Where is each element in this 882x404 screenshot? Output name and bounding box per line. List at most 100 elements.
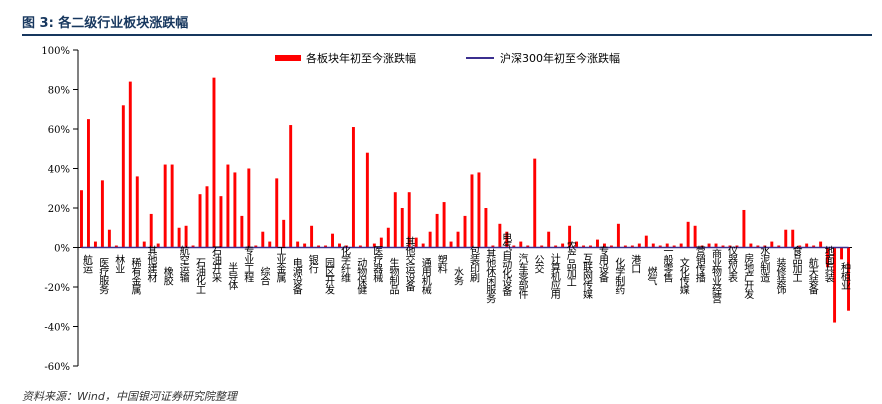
sector-bar bbox=[728, 245, 732, 248]
legend-label-index: 沪深300年初至今涨跌幅 bbox=[500, 51, 620, 65]
category-label: 仪器仪表 bbox=[726, 245, 738, 283]
sector-bar bbox=[798, 245, 802, 248]
figure-title: 图 3: 各二级行业板块涨跌幅 bbox=[22, 16, 189, 31]
category-label: 水泥制造 bbox=[758, 245, 770, 282]
sector-bar bbox=[742, 209, 746, 248]
sector-bar bbox=[128, 81, 132, 248]
legend-label-sector: 各板块年初至今涨跌幅 bbox=[306, 51, 416, 65]
sector-bar bbox=[421, 243, 425, 248]
sector-bar bbox=[603, 243, 606, 248]
category-label: 园区开发 bbox=[322, 257, 334, 295]
sector-bar bbox=[345, 245, 348, 248]
sector-bar bbox=[679, 243, 683, 248]
category-label: 综合 bbox=[258, 265, 270, 286]
sector-bar bbox=[107, 229, 111, 248]
sector-bar bbox=[812, 245, 816, 248]
sector-bar bbox=[100, 180, 104, 248]
sector-bar bbox=[589, 245, 592, 248]
category-label: 其他休闲服务 bbox=[484, 248, 496, 304]
sector-bar bbox=[637, 243, 641, 248]
sector-bar bbox=[449, 241, 453, 248]
category-label: 航空运输 bbox=[177, 244, 189, 283]
category-label: 医疗服务 bbox=[97, 257, 109, 295]
category-label: 公交 bbox=[532, 255, 544, 275]
sector-bar bbox=[477, 172, 481, 248]
sector-bar bbox=[540, 245, 544, 248]
sector-bar bbox=[470, 174, 474, 248]
category-label: 汽车零部件 bbox=[516, 252, 528, 300]
category-label: 化学纤维 bbox=[339, 244, 351, 282]
sector-bar bbox=[149, 213, 153, 248]
sector-bar bbox=[498, 223, 502, 248]
sector-bar bbox=[505, 231, 509, 248]
sector-bar bbox=[658, 245, 662, 248]
category-label: 航天装备 bbox=[806, 256, 818, 295]
sector-bar bbox=[456, 231, 460, 248]
sector-bar bbox=[616, 223, 620, 248]
sector-bar bbox=[142, 241, 146, 248]
y-tick-label: 80% bbox=[48, 86, 70, 97]
category-label: 营销传播 bbox=[693, 244, 705, 283]
category-label: 航运 bbox=[81, 253, 93, 274]
category-label: 农产品加工 bbox=[564, 240, 576, 286]
category-label: 银行 bbox=[306, 253, 318, 274]
sector-bar bbox=[198, 194, 202, 248]
sector-bar bbox=[770, 241, 774, 248]
sector-bar bbox=[372, 243, 376, 248]
sector-bar bbox=[212, 77, 216, 248]
sector-bar bbox=[240, 215, 244, 248]
sector-bar bbox=[80, 190, 83, 248]
header-rule bbox=[22, 34, 872, 36]
sector-bar bbox=[609, 245, 613, 248]
sector-bar bbox=[693, 225, 697, 248]
sector-bar bbox=[414, 237, 418, 248]
category-label: 半导体 bbox=[226, 261, 238, 291]
sector-bar bbox=[219, 196, 223, 248]
category-label: 医疗器械 bbox=[371, 245, 383, 283]
sector-bar bbox=[547, 231, 551, 248]
sector-bar bbox=[575, 241, 579, 248]
sector-bar bbox=[191, 245, 195, 248]
sector-bar bbox=[379, 237, 383, 248]
source-note: 资料来源：Wind，中国银河证券研究院整理 bbox=[22, 390, 237, 403]
sector-bar bbox=[777, 245, 781, 248]
sector-bar bbox=[393, 192, 397, 248]
category-label: 稀有金属 bbox=[129, 256, 141, 295]
category-label: 电源设备 bbox=[290, 256, 302, 295]
sector-bar bbox=[805, 243, 809, 248]
sector-bar bbox=[282, 219, 286, 248]
sector-bar bbox=[533, 158, 537, 248]
category-label: 计算机应用 bbox=[548, 252, 560, 300]
sector-bar bbox=[833, 247, 837, 323]
sector-bar bbox=[338, 243, 341, 248]
sector-bar bbox=[491, 245, 495, 248]
sector-bar bbox=[275, 178, 279, 248]
sector-bar bbox=[644, 235, 648, 248]
sector-bar bbox=[463, 215, 467, 248]
sector-bar bbox=[707, 243, 711, 248]
category-label: 互联网传媒 bbox=[580, 253, 592, 300]
sector-bar bbox=[163, 164, 167, 248]
category-label: 地面兵装 bbox=[822, 244, 834, 283]
sector-bar bbox=[233, 172, 237, 248]
category-label: 橡胶 bbox=[161, 265, 173, 286]
sector-bar bbox=[435, 213, 439, 248]
sector-bar bbox=[268, 241, 272, 248]
bar-chart: -60% -40% -20% 0% 20% 40% 60% 80% 100% 航运 医疗服务 林业 稀有… bbox=[41, 46, 852, 373]
sector-bar bbox=[358, 245, 362, 248]
category-label: 通用机械 bbox=[419, 257, 431, 295]
sector-bar bbox=[512, 245, 516, 248]
y-tick-label: 0% bbox=[54, 244, 70, 255]
sector-bar bbox=[93, 241, 97, 248]
sector-bar bbox=[261, 231, 265, 248]
category-label: 种植业 bbox=[838, 261, 850, 290]
sector-bar bbox=[756, 245, 760, 248]
sector-bar bbox=[714, 243, 718, 248]
category-label: 动物保健 bbox=[355, 257, 367, 295]
sector-bar bbox=[561, 243, 565, 248]
sector-bar bbox=[331, 233, 334, 248]
category-label: 电气自动化设备 bbox=[500, 231, 512, 297]
category-label: 其他建材 bbox=[145, 245, 157, 282]
category-label: 燃气 bbox=[645, 265, 657, 285]
category-label: 港口 bbox=[629, 254, 641, 273]
